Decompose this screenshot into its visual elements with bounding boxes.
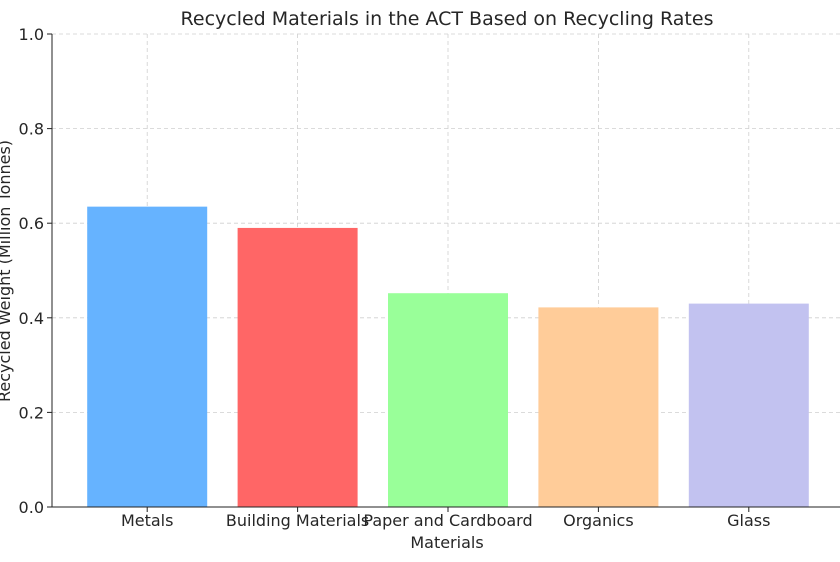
- axes: [51, 34, 840, 508]
- bar: [237, 227, 358, 507]
- x-tick-label: Glass: [727, 511, 770, 530]
- y-tick-label: 0.4: [19, 309, 44, 328]
- bar: [388, 293, 508, 507]
- y-axis-ticks: 0.0 0.2 0.4 0.6 0.8 1.0: [19, 25, 52, 517]
- y-tick-label: 0.8: [19, 120, 44, 139]
- y-tick-label: 0.0: [19, 498, 44, 517]
- y-axis-label: Recycled Weight (Million Tonnes): [0, 140, 14, 402]
- x-tick-label: Building Materials: [226, 511, 369, 530]
- y-tick-label: 0.2: [19, 403, 44, 422]
- x-tick-label: Organics: [563, 511, 634, 530]
- bar: [538, 307, 659, 507]
- x-tick-label: Paper and Cardboard: [363, 511, 532, 530]
- x-axis-label: Materials: [410, 533, 483, 552]
- bar: [87, 206, 208, 507]
- y-tick-label: 1.0: [19, 25, 44, 44]
- x-tick-label: Metals: [121, 511, 174, 530]
- bar: [688, 303, 809, 507]
- bars: [87, 206, 809, 507]
- y-tick-label: 0.6: [19, 214, 44, 233]
- chart-title: Recycled Materials in the ACT Based on R…: [181, 8, 714, 30]
